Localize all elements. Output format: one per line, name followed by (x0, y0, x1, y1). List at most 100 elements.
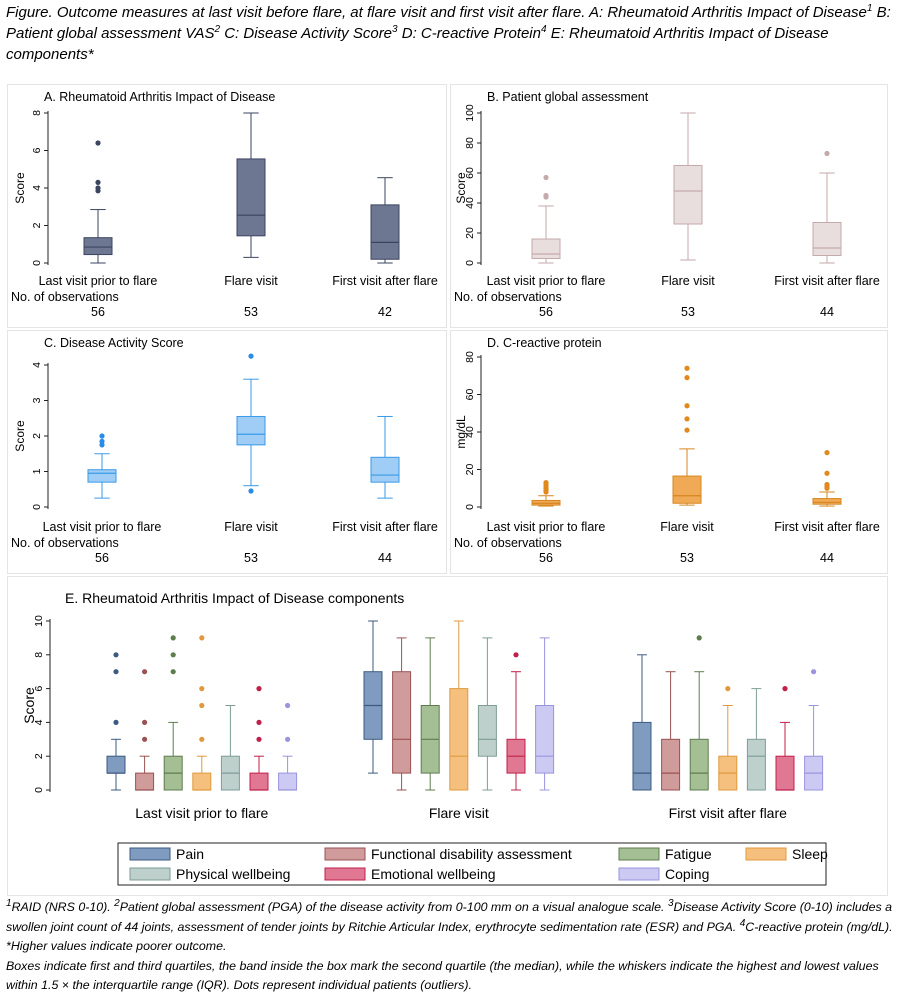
chart-b-y-label: Score (454, 172, 468, 204)
chart-b-y-tick-label: 40 (464, 197, 476, 209)
chart-e-legend-swatch (324, 847, 366, 861)
chart-e-legend-swatch (324, 867, 366, 881)
chart-b-patient-global-assessment: B. Patient global assessment 0 20 40 60 80 100… (454, 90, 880, 319)
chart-d-n-value: 56 (539, 551, 553, 565)
chart-e-physical-wellbeing-box-2-box (477, 705, 497, 757)
chart-a-x-tick-label: Last visit prior to flare (39, 274, 158, 288)
chart-b-n-value: 53 (681, 305, 695, 319)
figure-footnote: 1RAID (NRS 0-10). 2Patient global assess… (6, 898, 898, 996)
chart-e-legend-swatch (129, 847, 171, 861)
chart-e-legend-swatch (745, 847, 787, 861)
chart-e-coping-box-3-outlier (811, 669, 817, 675)
chart-e-legend-label: Pain (176, 846, 204, 862)
chart-e-emotional-wellbeing-box-1-outlier (256, 736, 262, 742)
footnote-text: Patient global assessment (PGA) of the d… (119, 900, 668, 914)
chart-c-box-1-box (87, 469, 117, 483)
chart-e-y-label: Score (21, 687, 37, 724)
caption-text: C: Disease Activity Score (220, 25, 393, 42)
chart-e-functional-disability-assessment-box-1-outlier (142, 669, 148, 675)
chart-e-fatigue-box-3-box (689, 738, 709, 791)
chart-c-x-tick-label: Last visit prior to flare (43, 520, 162, 534)
chart-e-coping-box-2-box (535, 705, 555, 774)
chart-c-disease-activity-score: C. Disease Activity Score 0 1 2 3 4 Score Last … (11, 336, 438, 565)
chart-b-box-3-box (812, 222, 842, 256)
chart-d-y-tick-label: 40 (464, 426, 476, 438)
chart-e-title: E. Rheumatoid Arthritis Impact of Diseas… (65, 590, 404, 606)
footnote-superscript: 4 (739, 917, 746, 929)
chart-a-x-tick-label: First visit after flare (332, 274, 438, 288)
footnote-superscript: 3 (667, 897, 674, 909)
chart-d-y-label: mg/dL (454, 415, 468, 449)
caption-text: Figure. Outcome measures at last visit b… (6, 4, 867, 21)
chart-d-box-3-box (812, 498, 842, 505)
chart-c-y-label: Score (13, 420, 27, 452)
chart-d-box-3-outlier (824, 470, 830, 476)
chart-e-functional-disability-assessment-box-1-outlier (142, 736, 148, 742)
chart-e-y-tick-label: 10 (33, 615, 45, 627)
chart-a-y-tick-label: 8 (31, 110, 43, 116)
chart-a-title: A. Rheumatoid Arthritis Impact of Diseas… (44, 90, 275, 104)
chart-a-y-tick-label: 2 (31, 222, 43, 228)
chart-e-pain-box-3-box (632, 721, 652, 791)
footnote-superscript: 2 (114, 897, 120, 909)
chart-d-c-reactive-protein: D. C-reactive protein 0 20 40 60 80 mg/dL Last … (454, 336, 880, 565)
chart-e-x-tick-label: Flare visit (429, 805, 489, 821)
panel-e: E. Rheumatoid Arthritis Impact of Diseas… (7, 576, 888, 896)
chart-b-box-1-outlier (543, 174, 549, 181)
chart-d-n-value: 44 (820, 551, 834, 565)
chart-d-x-tick-label: Last visit prior to flare (487, 520, 606, 534)
chart-c-box-1-outlier (99, 433, 105, 439)
caption-text: B: Patient global assessment VAS (6, 4, 891, 42)
chart-e-pain-box-1-outlier (113, 719, 119, 725)
chart-c-y-tick-label: 4 (31, 362, 43, 368)
chart-a-box-1-outlier (95, 179, 101, 185)
chart-e-pain-box-1-outlier (113, 669, 119, 675)
chart-c-n-value: 56 (95, 551, 109, 565)
chart-e-coping-box-1-outlier (285, 736, 291, 742)
chart-b-obs-label: No. of observations (454, 290, 562, 304)
chart-e-functional-disability-assessment-box-3-box (661, 738, 681, 791)
figure-caption: Figure. Outcome measures at last visit b… (6, 2, 896, 65)
footnote-text: Disease Activity Score (0-10) includes a… (6, 900, 893, 934)
chart-d-obs-label: No. of observations (454, 536, 562, 550)
chart-a-raid: A. Rheumatoid Arthritis Impact of Diseas… (11, 90, 438, 319)
chart-d-box-2-outlier (684, 365, 690, 371)
chart-e-fatigue-box-1-outlier (170, 635, 176, 641)
panel-d: D. C-reactive protein 0 20 40 60 80 mg/dL Last … (450, 330, 888, 574)
chart-a-y-tick-label: 4 (31, 185, 43, 191)
chart-a-box-1-outlier (95, 185, 101, 191)
chart-b-y-tick-label: 60 (464, 167, 476, 179)
chart-e-sleep-box-1-outlier (199, 736, 205, 742)
chart-e-legend-swatch (129, 867, 171, 881)
footnote-text: RAID (NRS 0-10). (11, 900, 115, 914)
footnote-superscript: 1 (6, 897, 12, 909)
caption-superscript: 3 (392, 24, 398, 35)
chart-e-sleep-box-1-box (192, 772, 212, 791)
chart-e-y-tick-label: 2 (33, 753, 45, 759)
panel-b: B. Patient global assessment 0 20 40 60 80 100… (450, 84, 888, 328)
caption-text: D: C-reactive Protein (397, 25, 541, 42)
chart-c-n-value: 44 (378, 551, 392, 565)
chart-d-y-tick-label: 20 (464, 464, 476, 476)
chart-e-emotional-wellbeing-box-3-box (775, 755, 795, 791)
chart-b-box-1-outlier (543, 192, 549, 199)
caption-superscript: 4 (540, 24, 547, 35)
chart-b-y-tick-label: 100 (464, 104, 476, 122)
chart-a-box-1-outlier (95, 140, 101, 146)
chart-e-legend-label: Physical wellbeing (176, 866, 290, 882)
chart-e-functional-disability-assessment-box-1-box (135, 772, 155, 791)
chart-d-box-3-outlier (824, 450, 830, 456)
chart-b-y-tick-label: 80 (464, 137, 476, 149)
caption-superscript: 1 (866, 3, 873, 14)
chart-e-physical-wellbeing-box-3-box (746, 738, 766, 791)
chart-c-x-tick-label: First visit after flare (332, 520, 438, 534)
chart-c-y-tick-label: 2 (31, 433, 43, 439)
chart-d-y-tick-label: 60 (464, 389, 476, 401)
chart-d-box-2-outlier (684, 403, 690, 409)
chart-d-y-tick-label: 80 (464, 351, 476, 363)
chart-a-obs-label: No. of observations (11, 290, 119, 304)
chart-e-raid-components: E. Rheumatoid Arthritis Impact of Diseas… (21, 590, 828, 886)
chart-a-y-tick-label: 0 (31, 260, 43, 266)
chart-e-functional-disability-assessment-box-2-box (392, 671, 412, 774)
chart-d-box-2-outlier (684, 416, 690, 422)
